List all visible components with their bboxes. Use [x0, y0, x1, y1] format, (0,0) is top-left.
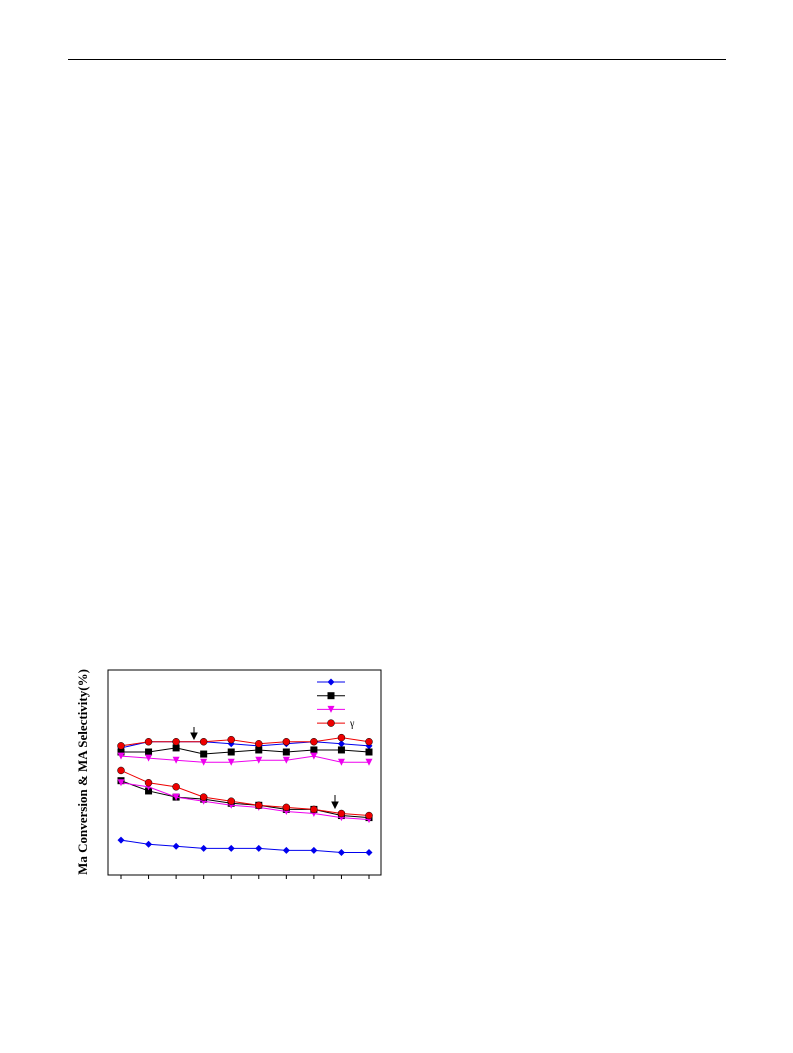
point [282, 803, 291, 812]
point [327, 692, 335, 700]
point [117, 748, 125, 756]
point [117, 742, 125, 750]
series-line [120, 769, 370, 817]
point [200, 750, 208, 758]
point [255, 844, 263, 852]
point [144, 738, 153, 746]
point [255, 746, 263, 754]
point [172, 756, 180, 764]
point [227, 748, 235, 756]
point [337, 746, 345, 754]
point [310, 846, 318, 854]
point [199, 738, 208, 746]
point [172, 842, 180, 850]
point [327, 719, 335, 727]
point [199, 793, 208, 801]
point [365, 738, 373, 746]
point [227, 758, 235, 766]
point [365, 848, 373, 856]
point [337, 809, 346, 818]
point [255, 756, 263, 764]
point [172, 793, 180, 801]
point [117, 766, 125, 775]
point [282, 738, 291, 746]
point [227, 797, 235, 805]
point [282, 748, 290, 756]
point [255, 740, 263, 748]
point [310, 752, 318, 760]
point [337, 740, 345, 748]
point [144, 779, 153, 787]
point [337, 733, 346, 742]
point [327, 705, 335, 713]
point [365, 811, 373, 820]
point [145, 787, 153, 795]
point [365, 758, 373, 766]
point [255, 801, 263, 810]
series-line [120, 782, 370, 821]
point [282, 756, 290, 764]
point [310, 738, 318, 746]
series-line [120, 839, 369, 853]
legend-label: γ [349, 718, 355, 729]
point [310, 746, 318, 754]
series-line [121, 747, 370, 755]
point [365, 748, 373, 756]
point [282, 846, 290, 854]
point [200, 844, 208, 852]
point [227, 735, 235, 744]
series-line [120, 741, 370, 749]
point [227, 844, 235, 852]
point [172, 738, 180, 746]
point [337, 848, 345, 856]
arrow-head [331, 801, 339, 810]
point [145, 840, 153, 848]
y-axis-label: Ma Conversion & MA Selectivity(%) [75, 669, 90, 875]
point [327, 678, 335, 686]
series-line [120, 755, 369, 763]
point [310, 805, 318, 814]
point [117, 752, 125, 760]
arrow-head [190, 732, 198, 741]
series-line [120, 737, 370, 747]
series-line [120, 780, 370, 819]
point [337, 758, 345, 766]
plot-frame [107, 669, 382, 876]
point [145, 754, 153, 762]
point [172, 783, 180, 791]
point [117, 779, 125, 787]
point [172, 744, 180, 752]
point [117, 836, 125, 844]
arrows [190, 727, 339, 810]
point [145, 748, 153, 756]
point [200, 758, 208, 766]
